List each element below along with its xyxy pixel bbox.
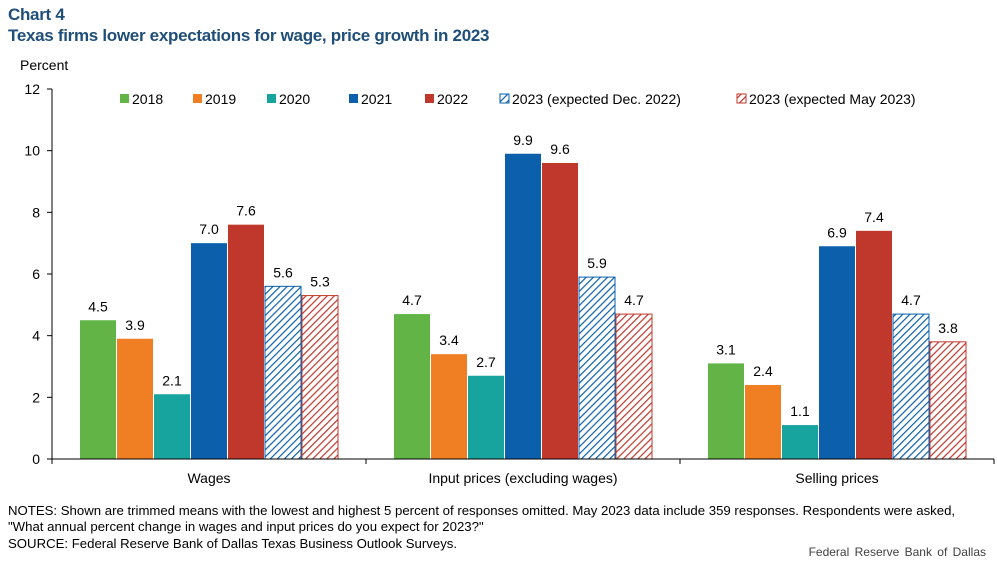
data-label: 5.3 [310,274,330,290]
data-label: 5.9 [587,255,607,271]
x-axis: Wages Input prices (excluding wages) Selli… [51,458,995,486]
y-tick-label: 0 [32,451,40,467]
y-axis: 0 2 4 6 8 10 12 [24,81,53,467]
bars: 4.5 3.9 2.1 7.0 7.6 5.6 5.3 4.7 3.4 2.7 9.9 9.6 5.9 4… [80,132,967,460]
data-label: 2.1 [162,372,182,388]
bar [542,163,578,459]
chart-label: Chart 4 [8,5,65,24]
y-tick-label: 8 [32,204,40,220]
legend-label: 2022 [437,91,468,107]
legend-swatch [120,94,129,103]
bar [228,224,264,459]
legend-swatch [267,94,276,103]
data-label: 7.0 [199,221,219,237]
data-label: 3.1 [716,341,736,357]
data-label: 2.4 [753,363,773,379]
data-label: 4.7 [402,292,422,308]
bar [708,363,744,459]
data-label: 7.6 [236,203,256,219]
bar [929,341,967,460]
y-axis-unit: Percent [20,57,69,73]
legend-swatch [349,94,358,103]
bar [191,243,227,459]
bar [301,295,339,460]
data-label: 6.9 [827,224,847,240]
legend-swatch [425,94,434,103]
y-tick-label: 2 [32,389,40,405]
legend-label: 2018 [132,91,163,107]
bar [782,425,818,459]
y-tick-label: 6 [32,266,40,282]
bar [264,285,302,460]
bar [394,314,430,459]
bar [745,385,781,459]
y-tick-label: 12 [24,81,40,97]
data-label: 5.6 [273,264,293,280]
legend: 2018 2019 2020 2021 2022 2023 (expected Dec. … [120,91,916,107]
legend-label: 2023 (expected Dec. 2022) [512,91,681,107]
bar [505,153,541,459]
data-label: 9.6 [550,141,570,157]
x-tick-label: Wages [187,470,230,486]
data-label: 9.9 [513,132,533,148]
legend-label: 2021 [361,91,392,107]
bar [892,313,930,460]
data-label: 2.7 [476,354,496,370]
bar-chart: 2018 2019 2020 2021 2022 2023 (expected Dec. … [24,81,995,486]
x-tick-label: Selling prices [795,470,878,486]
bar [578,276,616,460]
credit-text: Federal Reserve Bank of Dallas [808,545,986,559]
data-label: 3.4 [439,332,459,348]
bar [468,375,504,459]
source-text: SOURCE: Federal Reserve Bank of Dallas T… [8,536,458,551]
legend-swatch [193,94,202,103]
legend-label: 2020 [279,91,310,107]
data-label: 4.7 [901,292,921,308]
bar [80,320,116,459]
legend-label: 2023 (expected May 2023) [749,91,916,107]
y-tick-label: 10 [24,143,40,159]
bar [154,394,190,459]
bar [615,313,653,460]
notes-text: NOTES: Shown are trimmed means with the … [8,503,956,534]
data-label: 3.9 [125,317,145,333]
bar [856,230,892,459]
data-label: 4.7 [624,292,644,308]
legend-label: 2019 [205,91,236,107]
data-label: 4.5 [88,298,108,314]
bar [117,338,153,459]
legend-swatch [499,93,510,104]
data-label: 7.4 [864,209,884,225]
y-tick-label: 4 [32,328,40,344]
x-tick-label: Input prices (excluding wages) [428,470,617,486]
bar [431,354,467,459]
legend-swatch [736,93,747,104]
data-label: 1.1 [790,403,810,419]
bar [819,246,855,459]
data-label: 3.8 [938,320,958,336]
chart-title: Texas firms lower expectations for wage,… [8,26,490,45]
